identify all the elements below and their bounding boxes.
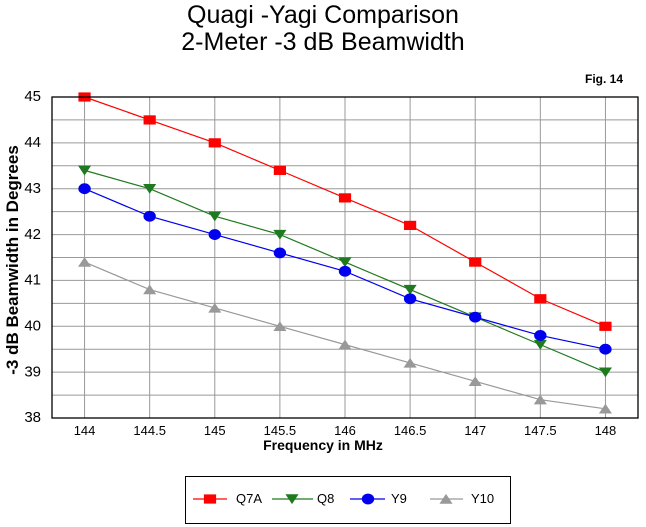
- svg-text:145: 145: [204, 423, 226, 438]
- svg-text:45: 45: [24, 88, 41, 105]
- svg-text:39: 39: [24, 363, 41, 380]
- svg-text:145.5: 145.5: [264, 423, 297, 438]
- svg-text:144: 144: [74, 423, 96, 438]
- svg-text:43: 43: [24, 180, 41, 197]
- svg-text:41: 41: [24, 272, 41, 289]
- svg-text:44: 44: [24, 134, 41, 151]
- svg-text:148: 148: [595, 423, 617, 438]
- svg-text:38: 38: [24, 409, 41, 426]
- svg-text:146: 146: [334, 423, 356, 438]
- svg-text:42: 42: [24, 226, 41, 243]
- svg-text:40: 40: [24, 317, 41, 334]
- svg-text:147: 147: [464, 423, 486, 438]
- svg-text:144.5: 144.5: [133, 423, 166, 438]
- svg-text:147.5: 147.5: [524, 423, 557, 438]
- svg-text:146.5: 146.5: [394, 423, 427, 438]
